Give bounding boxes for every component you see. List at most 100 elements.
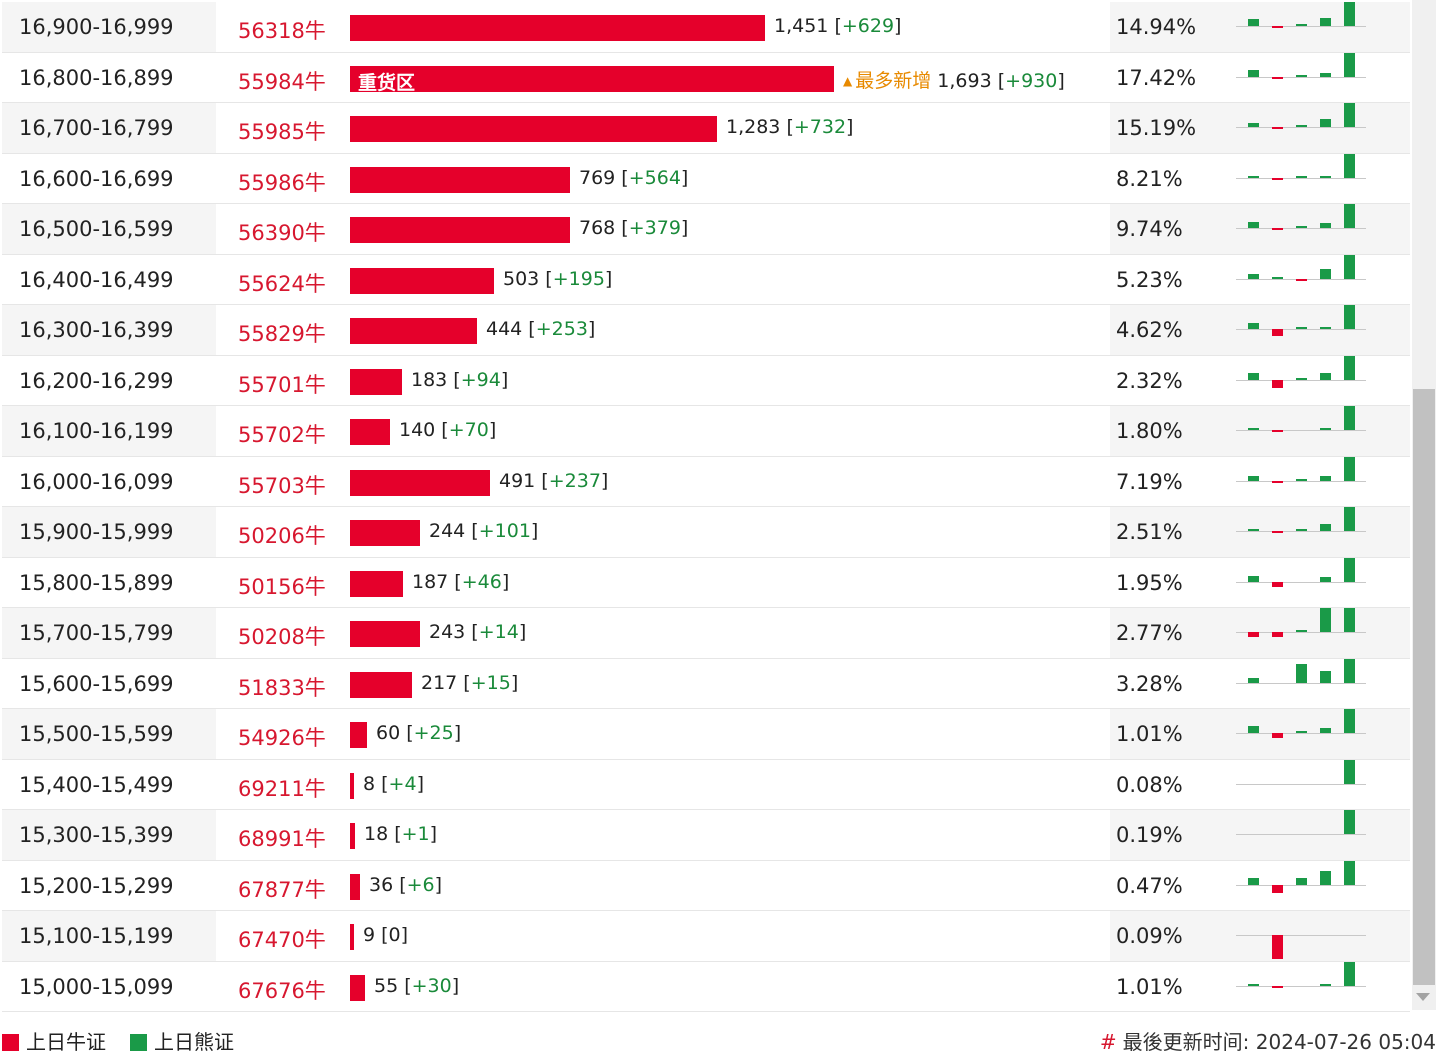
- percent-cell: 4.62%: [1110, 305, 1230, 355]
- table-row[interactable]: 15,000-15,099 67676牛 55 [+30] 1.01%: [2, 961, 1410, 1012]
- table-row[interactable]: 16,100-16,199 55702牛 140 [+70] 1.80%: [2, 406, 1410, 457]
- table-row[interactable]: 15,900-15,999 50206牛 244 [+101] 2.51%: [2, 507, 1410, 558]
- bar-value: 769 [+564]: [579, 166, 689, 189]
- table-row[interactable]: 15,800-15,899 50156牛 187 [+46] 1.95%: [2, 557, 1410, 608]
- strike-range: 16,600-16,699: [19, 166, 174, 191]
- change-value: +237: [548, 469, 601, 492]
- table-row[interactable]: 15,200-15,299 67877牛 36 [+6] 0.47%: [2, 860, 1410, 911]
- table-row[interactable]: 15,600-15,699 51833牛 217 [+15] 3.28%: [2, 658, 1410, 709]
- table-row[interactable]: 16,000-16,099 55703牛 491 [+237] 7.19%: [2, 456, 1410, 507]
- range-cell: 16,000-16,099: [2, 457, 216, 507]
- spark-bar-bear: [1248, 123, 1259, 127]
- change-value: +253: [535, 318, 588, 340]
- change-value: +6: [406, 873, 435, 896]
- range-cell: 15,700-15,799: [2, 608, 216, 658]
- warrant-code-link[interactable]: 55984牛: [238, 69, 326, 94]
- warrant-code-link[interactable]: 55703牛: [238, 473, 326, 498]
- warrant-code-link[interactable]: 55701牛: [238, 372, 326, 397]
- spark-bar-bull: [1296, 278, 1307, 281]
- spark-bar-bear: [1344, 406, 1355, 430]
- warrant-code-link[interactable]: 55624牛: [238, 271, 326, 296]
- spark-bar-bear: [1320, 18, 1331, 26]
- table-row[interactable]: 16,200-16,299 55701牛 183 [+94] 2.32%: [2, 355, 1410, 406]
- percent-cell: 9.74%: [1110, 204, 1230, 254]
- warrant-code-link[interactable]: 67877牛: [238, 877, 326, 902]
- warrant-code-link[interactable]: 55702牛: [238, 423, 326, 447]
- table-row[interactable]: 16,400-16,499 55624牛 503 [+195] 5.23%: [2, 254, 1410, 305]
- warrant-code-link[interactable]: 68991牛: [238, 827, 326, 851]
- sparkline-baseline: [1236, 531, 1366, 532]
- sparkline-baseline: [1236, 682, 1366, 684]
- bar-value: 60 [+25]: [376, 722, 462, 744]
- warrant-code-link[interactable]: 55985牛: [238, 120, 326, 144]
- sparkline-baseline: [1236, 632, 1366, 633]
- warrant-code-link[interactable]: 50206牛: [238, 524, 326, 548]
- spark-bar-bear: [1344, 557, 1355, 582]
- volume-bar: [350, 621, 420, 647]
- table-row[interactable]: 15,700-15,799 50208牛 243 [+14] 2.77%: [2, 608, 1410, 659]
- table-row[interactable]: 16,600-16,699 55986牛 769 [+564] 8.21%: [2, 153, 1410, 204]
- change-value: +30: [411, 974, 452, 997]
- table-row[interactable]: 15,500-15,599 54926牛 60 [+25] 1.01%: [2, 709, 1410, 760]
- warrant-code-link[interactable]: 55829牛: [238, 322, 326, 346]
- spark-bar-bear: [1296, 377, 1307, 380]
- table-row[interactable]: 16,300-16,399 55829牛 444 [+253] 4.62%: [2, 305, 1410, 356]
- table-row[interactable]: 16,800-16,899 55984牛 重货区 ▲ 最多新增 1,693 [+930]…: [2, 52, 1410, 103]
- sparkline: [1234, 305, 1374, 355]
- warrant-code-link[interactable]: 50156牛: [238, 574, 326, 599]
- scroll-down-arrow-icon[interactable]: [1416, 993, 1430, 1001]
- spark-bar-bull: [1272, 733, 1283, 738]
- bar-cell: 768 [+379]: [348, 204, 1110, 254]
- code-cell: 67676牛: [216, 962, 348, 1012]
- scrollbar-thumb[interactable]: [1413, 389, 1435, 985]
- percent-cell: 5.23%: [1110, 255, 1230, 305]
- warrant-code-link[interactable]: 54926牛: [238, 726, 326, 750]
- table-row[interactable]: 16,900-16,999 56318牛 1,451 [+629] 14.94%: [2, 2, 1410, 53]
- strike-range: 15,700-15,799: [19, 621, 174, 645]
- bull-swatch-icon: [2, 1034, 19, 1051]
- bar-value: 140 [+70]: [399, 419, 497, 441]
- table-row[interactable]: 15,300-15,399 68991牛 18 [+1] 0.19%: [2, 810, 1410, 861]
- range-cell: 15,100-15,199: [2, 911, 216, 961]
- spark-bar-bear: [1296, 125, 1307, 127]
- warrant-code-link[interactable]: 50208牛: [238, 625, 326, 649]
- strike-range: 15,100-15,199: [19, 924, 174, 948]
- table-row[interactable]: 16,500-16,599 56390牛 768 [+379] 9.74%: [2, 204, 1410, 255]
- warrant-code-link[interactable]: 67676牛: [238, 978, 326, 1003]
- spark-bar-bear: [1296, 731, 1307, 733]
- range-cell: 15,000-15,099: [2, 962, 216, 1012]
- spark-bar-bear: [1296, 529, 1307, 531]
- percent-cell: 2.32%: [1110, 356, 1230, 406]
- spark-bar-bull: [1272, 76, 1283, 79]
- bar-value: 55 [+30]: [374, 974, 460, 997]
- spark-bar-bull: [1272, 480, 1283, 483]
- bar-cell: 444 [+253]: [348, 305, 1110, 355]
- volume-bar: [350, 267, 494, 294]
- strike-range: 16,900-16,999: [19, 15, 174, 39]
- bar-value: 18 [+1]: [364, 823, 438, 845]
- code-cell: 55702牛: [216, 406, 348, 456]
- spark-bar-bear: [1248, 323, 1259, 329]
- bar-value: ▲ 最多新增 1,693 [+930]: [843, 69, 1065, 92]
- warrant-code-link[interactable]: 51833牛: [238, 675, 326, 700]
- warrant-code-link[interactable]: 69211牛: [238, 776, 326, 801]
- table-row[interactable]: 15,100-15,199 67470牛 9 [0] 0.09%: [2, 911, 1410, 962]
- bar-cell: 183 [+94]: [348, 356, 1110, 406]
- range-cell: 15,600-15,699: [2, 659, 216, 709]
- spark-bar-bear: [1296, 663, 1307, 683]
- percent-value: 1.01%: [1116, 722, 1183, 746]
- warrant-code-link[interactable]: 55986牛: [238, 170, 326, 195]
- count-value: 9: [363, 924, 376, 946]
- last-updated-text: 最後更新时间: 2024-07-26 05:04: [1122, 1030, 1436, 1054]
- sparkline-baseline: [1236, 329, 1366, 330]
- sparkline: [1234, 658, 1374, 709]
- table-row[interactable]: 16,700-16,799 55985牛 1,283 [+732] 15.19%: [2, 103, 1410, 154]
- warrant-code-link[interactable]: 56318牛: [238, 19, 326, 43]
- table-row[interactable]: 15,400-15,499 69211牛 8 [+4] 0.08%: [2, 759, 1410, 810]
- percent-cell: 1.01%: [1110, 962, 1230, 1012]
- sparkline: [1234, 860, 1374, 911]
- warrant-code-link[interactable]: 67470牛: [238, 928, 326, 952]
- spark-bar-bear: [1296, 630, 1307, 632]
- sparkline: [1234, 709, 1374, 759]
- warrant-code-link[interactable]: 56390牛: [238, 221, 326, 245]
